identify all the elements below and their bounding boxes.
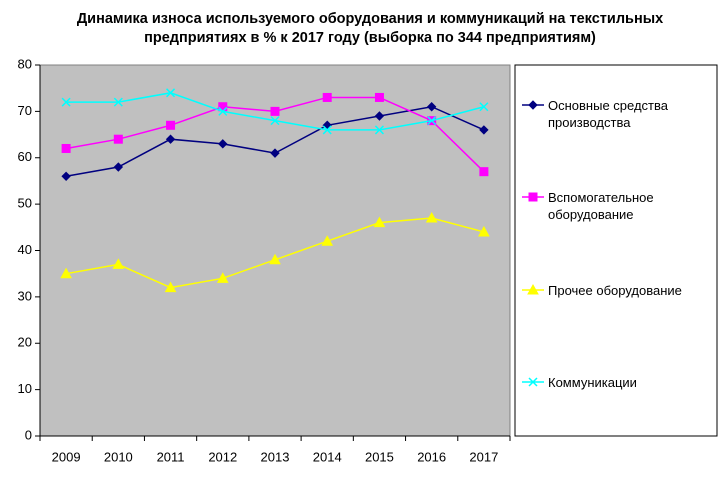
x-tick-label: 2015 bbox=[365, 449, 394, 464]
x-tick-label: 2014 bbox=[313, 449, 342, 464]
marker bbox=[374, 111, 385, 121]
legend-label: Прочее оборудование bbox=[548, 283, 682, 298]
marker bbox=[479, 102, 489, 112]
marker bbox=[427, 116, 437, 126]
chart-title: Динамика износа используемого оборудован… bbox=[76, 11, 664, 46]
x-tick-label: 2009 bbox=[52, 449, 81, 464]
marker bbox=[270, 116, 280, 126]
marker bbox=[216, 272, 229, 283]
marker bbox=[270, 106, 280, 116]
y-tick-label: 0 bbox=[25, 427, 32, 442]
marker bbox=[527, 283, 539, 295]
legend-label: Вспомогательное оборудование bbox=[548, 190, 654, 222]
legend-label: Основные средства производства bbox=[548, 98, 668, 130]
x-tick-label: 2012 bbox=[208, 449, 237, 464]
marker bbox=[61, 171, 71, 182]
marker bbox=[321, 235, 334, 246]
x-tick-label: 2013 bbox=[261, 449, 290, 464]
marker bbox=[478, 225, 490, 237]
marker bbox=[269, 253, 281, 265]
x-tick-label: 2016 bbox=[417, 449, 446, 464]
x-tick-label: 2010 bbox=[104, 449, 133, 464]
marker bbox=[374, 92, 384, 102]
y-tick-label: 70 bbox=[18, 103, 32, 118]
marker bbox=[425, 212, 438, 223]
y-tick-label: 30 bbox=[18, 288, 32, 303]
marker bbox=[112, 258, 125, 269]
y-tick-label: 10 bbox=[18, 381, 32, 396]
y-tick-label: 40 bbox=[18, 242, 32, 257]
x-tick-label: 2011 bbox=[157, 449, 185, 464]
marker bbox=[374, 125, 384, 135]
marker bbox=[164, 281, 177, 293]
marker bbox=[113, 97, 123, 107]
legend-box bbox=[514, 64, 718, 437]
marker bbox=[218, 139, 228, 149]
marker bbox=[528, 100, 538, 110]
marker bbox=[61, 143, 71, 153]
marker bbox=[479, 167, 489, 177]
x-tick-label: 2017 bbox=[469, 449, 498, 464]
marker bbox=[113, 162, 124, 172]
marker bbox=[426, 102, 437, 112]
y-tick-label: 80 bbox=[18, 56, 32, 71]
marker bbox=[61, 97, 71, 107]
marker bbox=[373, 216, 386, 228]
marker bbox=[528, 377, 538, 387]
y-tick-label: 60 bbox=[18, 149, 32, 164]
marker bbox=[270, 148, 280, 158]
marker bbox=[166, 120, 176, 130]
marker bbox=[113, 134, 123, 144]
marker bbox=[165, 134, 176, 144]
marker bbox=[528, 192, 538, 202]
marker bbox=[322, 125, 332, 135]
marker bbox=[166, 88, 176, 98]
plot-area bbox=[39, 64, 511, 437]
marker bbox=[218, 106, 228, 116]
y-tick-label: 20 bbox=[18, 335, 32, 350]
marker bbox=[322, 92, 332, 102]
marker bbox=[60, 267, 72, 279]
marker bbox=[479, 125, 489, 135]
legend-label: Коммуникации bbox=[548, 375, 637, 390]
y-tick-label: 50 bbox=[18, 196, 32, 211]
